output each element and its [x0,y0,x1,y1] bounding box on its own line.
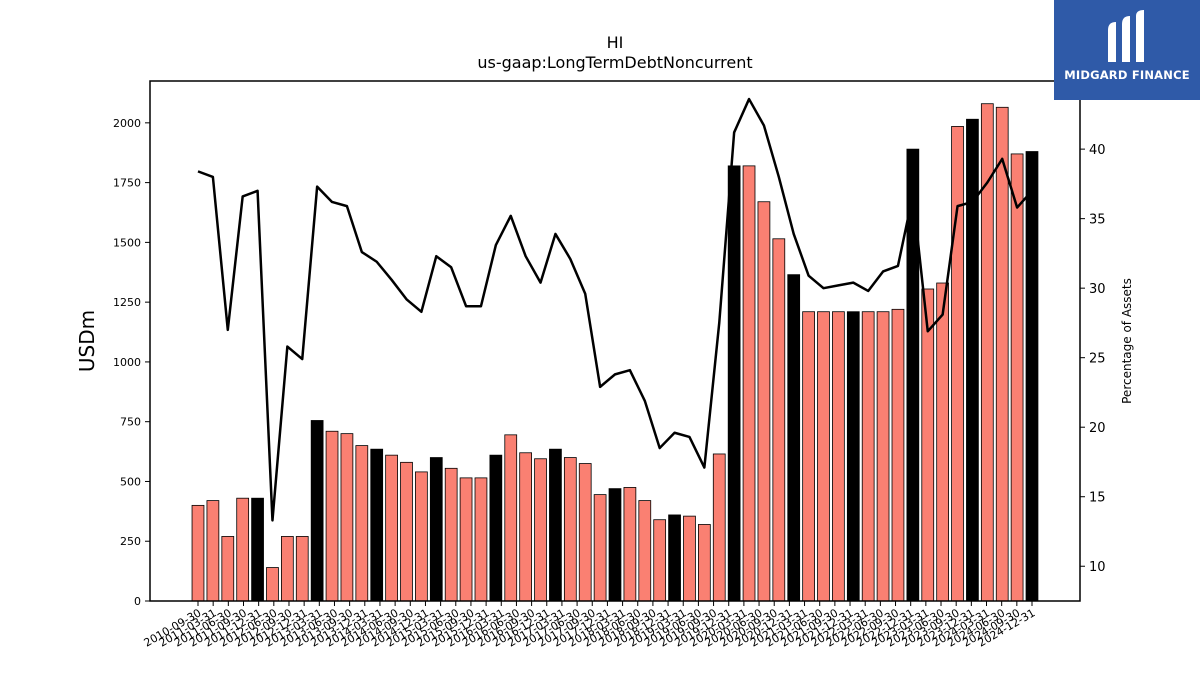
bar [280,536,294,602]
bar [191,504,205,602]
axes: 0 250 500 750 1000 1250 1500 1750 2000 10 15 20 25 30… [113,117,1106,650]
bar [400,461,413,602]
bar [504,434,518,602]
bar [340,433,354,602]
bar [966,118,979,602]
line-series [197,97,1033,522]
bar [846,311,860,602]
y-tick-label: 500 [120,475,141,488]
bar [698,524,711,602]
bar [385,454,398,602]
y-tick-label: 1500 [113,236,141,249]
midgard-logo-icon [1108,10,1144,62]
bar [549,448,562,602]
y-tick-label: 750 [120,416,141,429]
bar [295,536,309,602]
bar [1010,153,1024,602]
y2-tick-label: 15 [1089,491,1106,506]
y-tick-label: 1750 [113,177,141,190]
chart-subtitle: us-gaap:LongTermDebtNoncurrent [477,53,752,72]
bar [266,567,279,602]
bar [802,311,815,602]
bar [712,453,726,602]
bar [474,477,488,602]
bar [876,311,890,602]
bar [891,308,905,602]
bar [995,106,1009,602]
y-tick-label: 250 [120,535,141,548]
bar [638,500,652,602]
y-tick-label: 1250 [113,296,141,309]
bar [519,452,533,602]
y-tick-label: 0 [134,595,141,608]
bar [459,477,473,602]
bar [578,463,592,602]
bar [429,457,443,602]
bar [951,126,964,602]
bar [608,488,622,602]
bar [653,519,667,602]
logo-text: MIDGARD FINANCE [1064,68,1190,82]
bar [534,458,547,602]
bar [757,201,771,602]
plot-frame [149,80,1081,602]
chart-title: HI [607,33,624,52]
y2-tick-label: 20 [1089,421,1106,436]
y2-tick-label: 25 [1089,352,1106,367]
y-tick-label: 1000 [113,356,141,369]
bar [727,165,741,602]
bar [221,536,235,602]
bar [980,103,994,602]
bar [832,311,845,602]
bar [370,448,384,602]
bar [861,311,875,602]
y-axis-label: USDm [75,310,99,372]
midgard-finance-logo: MIDGARD FINANCE [1054,0,1200,100]
y2-axis-label: Percentage of Assets [1120,278,1134,404]
y2-tick-label: 30 [1089,282,1106,297]
bar [772,238,786,602]
bar [593,494,607,602]
bar [325,430,339,602]
bar [787,274,801,602]
percentage-line [197,97,1033,522]
bar [444,467,458,602]
bar [415,471,428,602]
bar [683,515,696,602]
bar [355,445,369,602]
y2-tick-label: 40 [1089,143,1106,158]
y2-tick-label: 35 [1089,213,1106,228]
bar [206,500,220,602]
bar [921,288,935,602]
bar [236,497,250,602]
bar [817,311,830,602]
y2-tick-label: 10 [1089,560,1106,575]
bar [668,514,681,602]
bar [1025,151,1039,602]
bar [489,454,503,602]
bar [251,497,264,602]
bar [742,165,756,602]
bar [310,420,324,602]
bar-series [191,103,1039,602]
bar [936,282,950,602]
y-tick-label: 2000 [113,117,141,130]
bar [563,457,577,602]
bar [623,487,637,602]
